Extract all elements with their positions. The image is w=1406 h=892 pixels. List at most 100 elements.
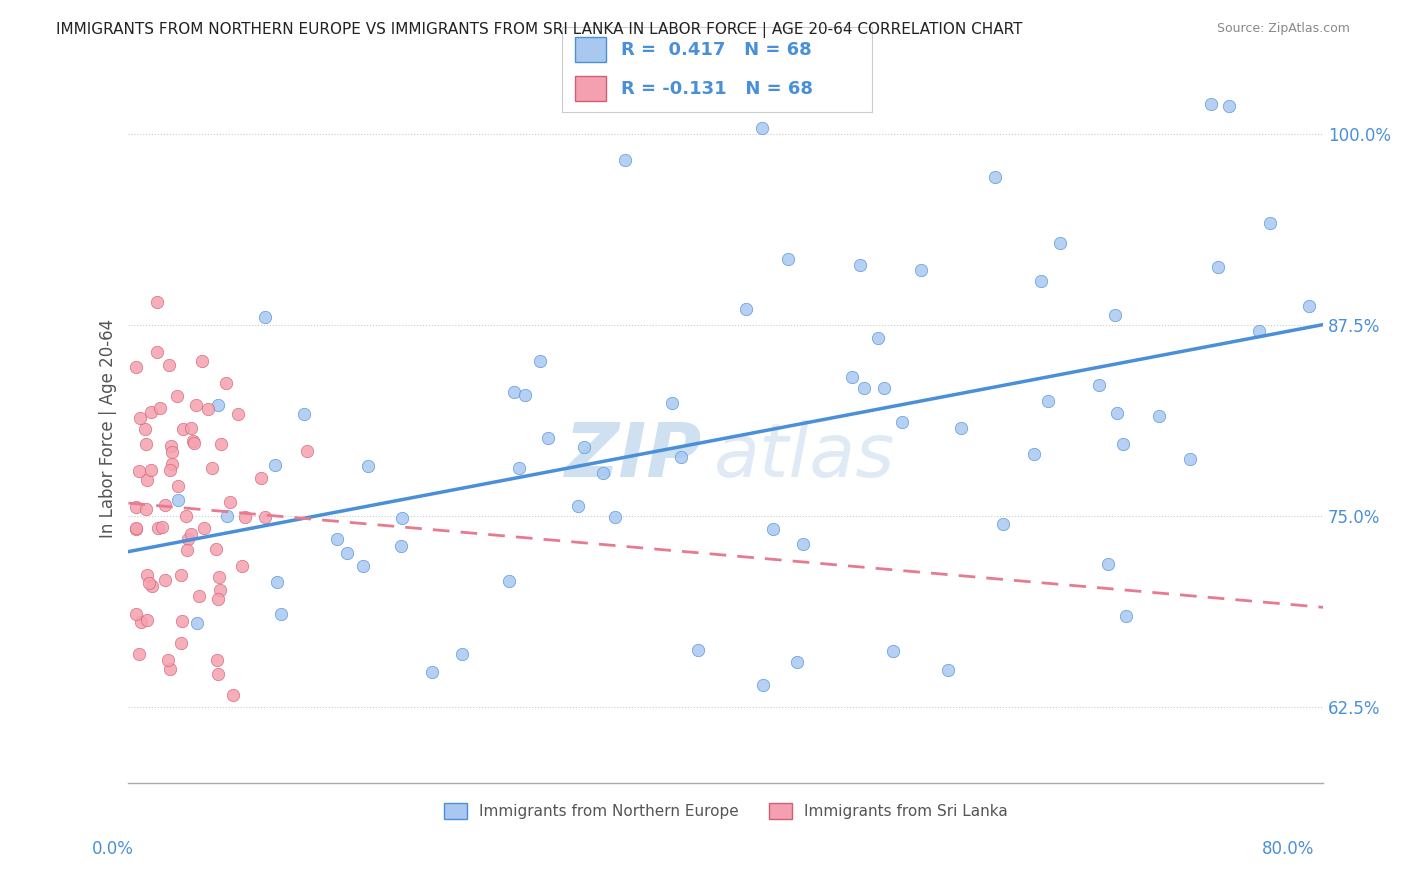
Point (498, 574, 520, 588)
Point (357, 459, 380, 474)
Point (231, 559, 253, 574)
Point (686, 643, 709, 657)
Point (253, 310, 276, 325)
Point (849, 258, 872, 272)
Point (141, 463, 163, 477)
Point (135, 568, 157, 582)
Point (146, 345, 169, 359)
Point (207, 592, 229, 607)
Point (1097, 557, 1119, 571)
Point (197, 402, 219, 417)
Point (671, 450, 693, 464)
Point (1206, 260, 1229, 274)
Point (166, 479, 188, 493)
Point (841, 370, 863, 384)
Legend: Immigrants from Northern Europe, Immigrants from Sri Lanka: Immigrants from Northern Europe, Immigra… (437, 797, 1014, 825)
Point (250, 471, 273, 485)
Point (1247, 324, 1270, 338)
Point (136, 613, 159, 627)
Point (420, 665, 443, 679)
Point (125, 500, 148, 514)
Point (984, 170, 1007, 185)
Point (166, 493, 188, 508)
Text: R = -0.131   N = 68: R = -0.131 N = 68 (621, 79, 813, 97)
Point (910, 263, 932, 277)
Point (183, 435, 205, 450)
Point (592, 466, 614, 480)
Point (226, 407, 249, 421)
Point (613, 153, 636, 168)
Point (1258, 216, 1281, 230)
Point (209, 437, 232, 451)
Point (866, 331, 889, 345)
Point (1107, 406, 1129, 420)
Point (170, 568, 193, 582)
Point (217, 509, 239, 524)
Point (451, 648, 474, 662)
Point (135, 437, 157, 451)
Point (186, 616, 208, 631)
Text: 0.0%: 0.0% (91, 840, 134, 858)
Point (389, 539, 412, 553)
Point (146, 294, 169, 309)
Point (169, 636, 191, 650)
Point (502, 385, 524, 400)
Point (253, 509, 276, 524)
Point (751, 121, 773, 136)
Point (187, 589, 209, 603)
Point (993, 517, 1015, 532)
Point (131, 615, 153, 629)
Point (1036, 394, 1059, 409)
Point (172, 422, 194, 436)
Point (160, 439, 183, 453)
Point (125, 521, 148, 535)
Point (752, 678, 775, 692)
Point (270, 607, 292, 621)
Point (207, 570, 229, 584)
Point (572, 440, 595, 454)
Point (295, 444, 318, 458)
Y-axis label: In Labor Force | Age 20-64: In Labor Force | Age 20-64 (100, 318, 117, 538)
Point (1088, 377, 1111, 392)
Point (1112, 437, 1135, 451)
Point (176, 543, 198, 558)
Point (1147, 409, 1170, 424)
Point (129, 411, 152, 425)
Point (141, 579, 163, 593)
Point (1049, 235, 1071, 250)
Point (938, 663, 960, 677)
Point (529, 354, 551, 368)
Point (215, 376, 238, 391)
Point (603, 510, 626, 524)
FancyBboxPatch shape (575, 76, 606, 102)
Point (735, 301, 758, 316)
Point (661, 396, 683, 410)
Point (266, 575, 288, 590)
Point (508, 461, 530, 475)
Point (205, 541, 228, 556)
Point (872, 381, 894, 395)
Point (536, 431, 558, 445)
Point (1218, 99, 1240, 113)
Point (125, 522, 148, 536)
Point (1298, 299, 1320, 313)
Text: Source: ZipAtlas.com: Source: ZipAtlas.com (1216, 22, 1350, 36)
Point (193, 521, 215, 535)
Point (792, 537, 814, 551)
Point (1201, 96, 1223, 111)
Point (177, 532, 200, 546)
Point (1115, 609, 1137, 624)
Point (150, 520, 173, 534)
Point (159, 662, 181, 676)
Point (1104, 308, 1126, 322)
Point (513, 388, 536, 402)
Point (890, 415, 912, 429)
Point (128, 648, 150, 662)
Point (155, 498, 177, 512)
Point (762, 522, 785, 536)
Point (157, 358, 180, 372)
Point (336, 546, 359, 560)
Point (180, 420, 202, 434)
Point (134, 422, 156, 436)
Point (125, 359, 148, 374)
